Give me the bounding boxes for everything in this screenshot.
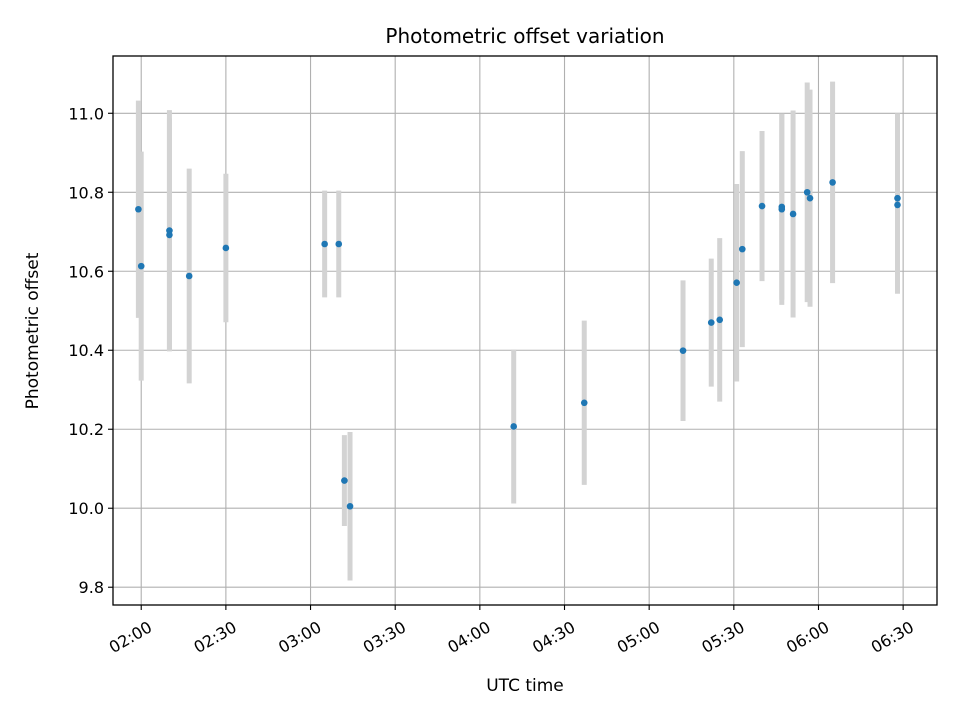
data-point [894, 201, 901, 209]
data-points [135, 179, 901, 510]
data-point [679, 347, 687, 354]
data-point [806, 194, 814, 202]
data-point [738, 245, 746, 253]
data-point [335, 240, 343, 248]
x-axis-label: UTC time [486, 676, 564, 696]
data-point [321, 240, 328, 248]
y-tick-label: 10.2 [68, 420, 104, 439]
y-tick-label: 10.0 [68, 499, 104, 518]
data-point [222, 244, 230, 252]
data-point [137, 262, 145, 270]
data-point [135, 205, 142, 213]
chart-title: Photometric offset variation [385, 24, 664, 48]
data-point [346, 502, 354, 510]
data-point [716, 316, 724, 324]
y-tick-label: 9.8 [79, 578, 104, 597]
data-point [894, 194, 901, 202]
y-tick-label: 10.6 [68, 262, 104, 281]
data-point [707, 319, 715, 326]
data-point [829, 179, 836, 186]
data-point [733, 279, 740, 287]
data-point [778, 205, 786, 213]
y-tick-label: 11.0 [68, 104, 104, 123]
y-tick-label: 10.8 [68, 183, 104, 202]
data-point [789, 210, 797, 218]
data-point [510, 423, 518, 430]
y-axis-ticks: 9.8 10.0 10.2 10.4 10.6 10.8 11.0 [68, 104, 113, 597]
grid [113, 56, 937, 605]
data-point [341, 477, 348, 484]
data-point [166, 231, 173, 239]
y-axis-label: Photometric offset [23, 252, 43, 409]
data-point [580, 399, 588, 407]
y-tick-label: 10.4 [68, 341, 104, 360]
plot-frame [112, 55, 938, 606]
data-point [758, 202, 766, 210]
data-point [803, 188, 811, 196]
data-point [185, 272, 193, 280]
